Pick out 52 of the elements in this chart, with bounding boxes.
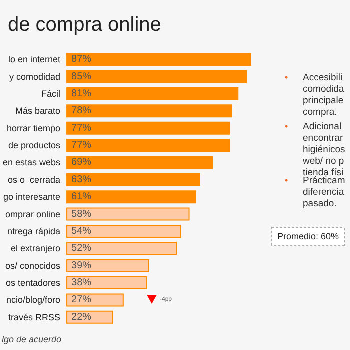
bar (66, 294, 124, 307)
y-tick-label: Fácil (42, 88, 61, 99)
y-tick-label: go interesante (3, 192, 61, 202)
y-tick-label: os o cerrada (8, 174, 61, 185)
bar (66, 139, 230, 152)
bar (66, 276, 148, 290)
text: • Accesibili comodida principale compra. (285, 72, 344, 118)
y-tick-label: de productos (8, 140, 62, 151)
y-tick-label: el extranjero (11, 244, 61, 254)
data-label: 61% (72, 192, 92, 203)
data-label: 39% (72, 260, 92, 272)
data-label: 58% (72, 208, 92, 220)
bar (66, 104, 232, 118)
data-label: 54% (72, 226, 92, 237)
text: Promedio: 60% (277, 232, 340, 242)
y-tick-label: en estas webs (2, 158, 62, 168)
bar (66, 70, 248, 84)
data-label: 22% (72, 312, 92, 323)
bar (66, 190, 196, 204)
data-label: 78% (72, 106, 92, 117)
data-label: 81% (72, 88, 92, 100)
data-label: 52% (72, 243, 92, 254)
bar (66, 53, 252, 66)
data-label: 77% (72, 140, 92, 152)
data-label: 77% (72, 122, 92, 134)
bar (66, 156, 214, 170)
bar (66, 122, 230, 135)
bar (66, 87, 239, 100)
data-label: 63% (72, 174, 92, 186)
y-tick-label: ncio/blog/foro (6, 295, 61, 306)
y-tick-label: través RRSS (8, 312, 61, 322)
data-label: 85% (72, 71, 92, 82)
chart-title: de compra online (8, 14, 162, 36)
data-label: 27% (72, 294, 92, 306)
bar (66, 224, 182, 238)
text: lgo de acuerdo (2, 334, 62, 344)
y-tick-label: ntrega rápida (7, 226, 61, 236)
bar (66, 242, 178, 256)
y-tick-label: Más barato (16, 106, 61, 116)
bar (66, 208, 190, 221)
y-tick-label: os/ conocidos (5, 260, 62, 271)
y-tick-label: omprar online (6, 209, 61, 220)
bar (66, 259, 150, 272)
y-tick-label: y comodidad (10, 72, 61, 82)
y-tick-label: os tentadores (6, 278, 62, 288)
y-tick-label: horrar tiempo (7, 123, 61, 134)
data-label: 87% (72, 54, 92, 66)
data-label: 69% (72, 157, 92, 168)
text: • Prácticam diferencia pasado. (285, 175, 346, 210)
bar (66, 173, 200, 186)
y-tick-label: lo en internet (8, 54, 62, 65)
data-label: 38% (72, 278, 92, 289)
